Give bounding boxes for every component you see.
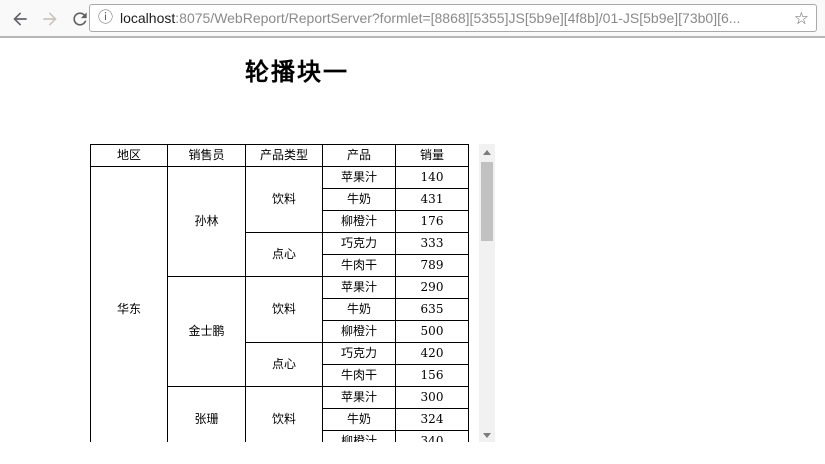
page-info-icon[interactable]: ⓘ [98,9,114,26]
salesperson-cell: 金士鹏 [167,276,246,387]
reload-button[interactable] [68,7,92,31]
product-cell: 牛肉干 [322,364,396,387]
scroll-down-arrow-icon [483,433,491,438]
table-header-row: 地区 销售员 产品类型 产品 销量 [90,144,469,167]
bookmark-star-icon[interactable]: ☆ [793,9,809,28]
product-cell: 牛奶 [322,408,396,431]
scroll-down-button[interactable] [479,427,495,442]
table-row: 牛奶 431 [91,188,469,211]
product-type-cell: 饮料 [245,276,323,343]
sales-cell: 176 [395,210,469,233]
table-row: 牛奶 324 [91,408,469,431]
table-row: 柳橙汁 176 [91,210,469,233]
sales-cell: 140 [395,166,469,189]
salesperson-cell: 张珊 [167,386,246,442]
product-cell: 苹果汁 [322,276,396,299]
sales-cell: 340 [395,430,469,442]
sales-cell: 156 [395,364,469,387]
vertical-scrollbar[interactable] [479,144,495,442]
column-header: 销量 [395,144,469,167]
product-type-cell: 点心 [245,232,323,277]
browser-toolbar: ⓘ localhost:8075/WebReport/ReportServer?… [0,0,825,38]
report-table: 地区 销售员 产品类型 产品 销量 华东 孙林 饮料 苹果汁 140 牛奶 431 柳橙汁 176 点心巧… [90,144,469,442]
product-cell: 巧克力 [322,232,396,255]
table-row: 牛奶 635 [91,298,469,321]
column-header: 销售员 [167,144,246,167]
sales-cell: 290 [395,276,469,299]
url-text[interactable]: localhost:8075/WebReport/ReportServer?fo… [120,5,786,31]
column-header: 产品类型 [245,144,323,167]
table-row: 牛肉干 789 [91,254,469,277]
report-table-viewport: 地区 销售员 产品类型 产品 销量 华东 孙林 饮料 苹果汁 140 牛奶 431 柳橙汁 176 点心巧… [90,144,497,442]
table-row: 张珊 饮料 苹果汁 300 [91,386,469,442]
product-type-cell: 点心 [245,342,323,387]
back-arrow-icon [8,9,32,29]
forward-arrow-icon [38,9,62,29]
product-cell: 苹果汁 [322,166,396,189]
sales-cell: 635 [395,298,469,321]
sales-cell: 500 [395,320,469,343]
column-header: 地区 [90,144,168,167]
product-cell: 柳橙汁 [322,210,396,233]
product-cell: 苹果汁 [322,386,396,409]
forward-button[interactable] [38,7,62,31]
scroll-up-button[interactable] [479,144,495,159]
sales-cell: 333 [395,232,469,255]
sales-cell: 324 [395,408,469,431]
table-row: 柳橙汁 340 [91,430,469,442]
product-cell: 柳橙汁 [322,320,396,343]
product-cell: 牛奶 [322,188,396,211]
report-title: 轮播块一 [245,57,349,86]
product-cell: 柳橙汁 [322,430,396,442]
url-bar[interactable]: ⓘ localhost:8075/WebReport/ReportServer?… [89,4,817,32]
table-row: 华东 孙林 饮料 苹果汁 140 [90,166,469,442]
salesperson-cell: 孙林 [167,166,246,277]
reload-icon [68,9,92,29]
sales-cell: 431 [395,188,469,211]
region-cell: 华东 [90,166,168,442]
product-cell: 牛奶 [322,298,396,321]
table-row: 柳橙汁 500 [91,320,469,343]
sales-cell: 789 [395,254,469,277]
scroll-up-arrow-icon [483,150,491,155]
report-table-body: 华东 孙林 饮料 苹果汁 140 牛奶 431 柳橙汁 176 点心 巧克力 333 牛肉干 789 金士鹏… [90,166,469,442]
url-path: :8075/WebReport/ReportServer?formlet=[88… [175,10,741,26]
back-button[interactable] [8,7,32,31]
column-header: 产品 [322,144,396,167]
product-cell: 巧克力 [322,342,396,365]
scrollbar-thumb[interactable] [481,162,493,241]
product-type-cell: 饮料 [245,386,323,442]
product-cell: 牛肉干 [322,254,396,277]
sales-cell: 420 [395,342,469,365]
sales-cell: 300 [395,386,469,409]
url-host: localhost [120,10,176,26]
product-type-cell: 饮料 [245,166,323,233]
